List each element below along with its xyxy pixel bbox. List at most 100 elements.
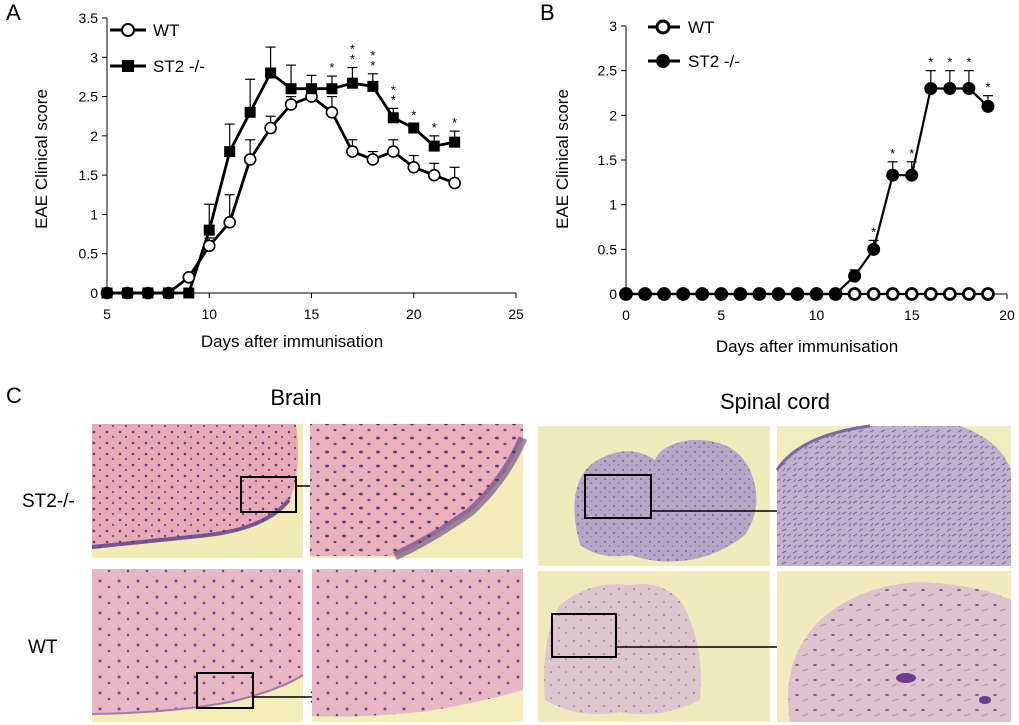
panel-b-xlabel: Days after immunisation xyxy=(716,337,898,356)
x-tick-label: 20 xyxy=(999,307,1015,323)
data-point-wt xyxy=(407,160,421,174)
significance-marker: * xyxy=(370,48,375,63)
y-tick-label: 0 xyxy=(90,285,98,301)
data-point-st2 xyxy=(714,287,728,301)
x-tick-label: 10 xyxy=(201,306,217,322)
y-tick-label: 2.5 xyxy=(79,89,99,105)
data-point-st2 xyxy=(752,287,766,301)
data-point-st2 xyxy=(981,99,995,113)
data-point-st2 xyxy=(943,82,957,96)
data-point-wt xyxy=(427,168,441,182)
data-point-st2 xyxy=(829,287,843,301)
panel-b-ticks: 0 0.5 1 1.5 2 2.5 3 0 5 10 15 20 xyxy=(598,18,1015,323)
panel-b-letter: B xyxy=(540,0,555,25)
data-point-st2 xyxy=(306,83,317,95)
data-point-st2 xyxy=(905,168,919,182)
significance-marker: * xyxy=(411,107,416,122)
panel-b-series xyxy=(619,70,995,301)
spinal-wt-zoom-image xyxy=(777,571,1011,722)
row-label-st2: ST2-/- xyxy=(22,491,75,512)
panel-a-legend: WT ST2 -/- xyxy=(110,21,205,76)
data-point-st2 xyxy=(162,287,174,299)
significance-marker: * xyxy=(985,80,990,95)
significance-marker: * xyxy=(966,55,971,70)
significance-marker: * xyxy=(890,146,895,161)
series-line-wt xyxy=(107,95,456,295)
data-point-st2 xyxy=(733,287,747,301)
data-point-st2 xyxy=(367,80,379,92)
panel-a-series xyxy=(100,46,461,300)
data-point-st2 xyxy=(886,168,900,182)
data-point-wt xyxy=(386,145,400,158)
y-tick-label: 1.5 xyxy=(598,152,618,168)
data-point-wt xyxy=(284,98,298,111)
brain-st2-zoom-box xyxy=(240,476,297,513)
data-point-st2 xyxy=(183,287,195,299)
data-point-st2 xyxy=(326,83,338,95)
x-tick-label: 10 xyxy=(809,307,825,323)
series-line-st2 xyxy=(107,70,455,295)
y-tick-label: 0 xyxy=(609,286,617,302)
panel-c-letter: C xyxy=(6,383,22,408)
data-point-st2 xyxy=(771,287,785,301)
data-point-st2 xyxy=(408,122,420,134)
data-point-st2 xyxy=(867,242,881,256)
data-point-wt xyxy=(847,287,862,301)
data-point-st2 xyxy=(101,287,113,299)
spinal-wt-zoom-box xyxy=(551,613,617,658)
y-tick-label: 2 xyxy=(609,107,617,123)
significance-marker: * xyxy=(909,146,914,161)
legend-b-wt-label: WT xyxy=(688,18,714,37)
x-tick-label: 5 xyxy=(103,306,111,322)
spinal-st2-overview-image xyxy=(538,426,770,566)
brain-wt-overview-image xyxy=(91,569,304,722)
panel-c-histology: C Brain Spinal cord ST2-/- WT xyxy=(6,383,1011,722)
data-point-st2 xyxy=(676,287,690,301)
data-point-wt xyxy=(923,287,938,301)
significance-marker: * xyxy=(871,224,876,239)
data-point-st2 xyxy=(203,224,215,236)
significance-marker: * xyxy=(947,55,952,70)
column-header-spinal-cord: Spinal cord xyxy=(720,389,830,414)
brain-st2-overview-image xyxy=(91,424,303,558)
column-header-brain: Brain xyxy=(270,385,321,410)
data-point-st2 xyxy=(285,83,297,95)
data-point-wt xyxy=(366,153,380,166)
significance-marker: * xyxy=(928,55,933,70)
data-point-st2 xyxy=(142,287,154,299)
spinal-st2-zoom-image xyxy=(775,424,1011,566)
data-point-st2 xyxy=(962,82,976,96)
data-point-wt xyxy=(962,287,976,301)
x-tick-label: 5 xyxy=(717,307,725,323)
spinal-st2-zoom-box xyxy=(584,474,652,519)
data-point-wt xyxy=(981,287,995,301)
significance-marker: * xyxy=(432,120,437,135)
significance-marker: * xyxy=(391,92,396,107)
data-point-wt xyxy=(346,145,359,158)
legend-b-st2-label: ST2 -/- xyxy=(688,52,740,71)
series-line-st2 xyxy=(626,87,989,296)
data-point-wt xyxy=(866,287,881,301)
data-point-st2 xyxy=(619,287,633,301)
data-point-st2 xyxy=(121,287,133,299)
significance-marker: * xyxy=(370,58,375,73)
y-tick-label: 3 xyxy=(90,49,98,65)
y-tick-label: 0.5 xyxy=(598,241,618,257)
data-point-st2 xyxy=(924,82,938,96)
significance-marker: * xyxy=(452,115,457,130)
data-point-wt xyxy=(904,287,919,301)
data-point-wt xyxy=(885,287,900,301)
data-point-wt xyxy=(243,153,257,166)
y-tick-label: 3 xyxy=(609,18,617,34)
data-point-st2 xyxy=(428,140,440,152)
y-tick-label: 1 xyxy=(90,206,98,222)
data-point-st2 xyxy=(810,287,823,301)
panel-a-xlabel: Days after immunisation xyxy=(201,332,383,351)
brain-wt-zoom-box xyxy=(196,672,254,709)
y-tick-label: 2 xyxy=(90,128,98,144)
data-point-st2 xyxy=(244,106,256,118)
data-point-wt xyxy=(942,287,957,301)
panel-b-legend: WT ST2 -/- xyxy=(648,18,740,71)
y-tick-label: 2.5 xyxy=(598,63,618,79)
